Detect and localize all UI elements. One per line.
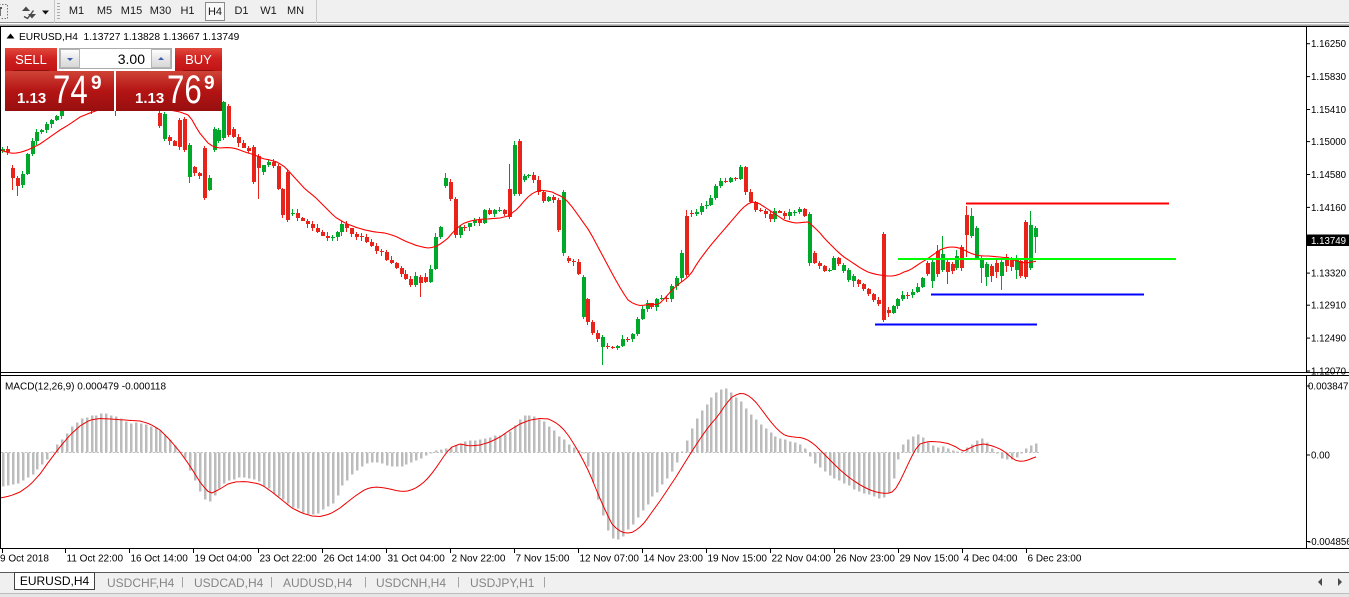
svg-text:26 Nov 23:00: 26 Nov 23:00 bbox=[836, 554, 896, 565]
svg-text:12 Nov 07:00: 12 Nov 07:00 bbox=[580, 554, 640, 565]
svg-text:0.00: 0.00 bbox=[1311, 451, 1330, 462]
svg-text:6 Dec 23:00: 6 Dec 23:00 bbox=[1028, 554, 1082, 565]
svg-text:31 Oct 04:00: 31 Oct 04:00 bbox=[388, 554, 446, 565]
svg-text:1.15000: 1.15000 bbox=[1311, 137, 1347, 148]
svg-text:4 Dec 04:00: 4 Dec 04:00 bbox=[964, 554, 1018, 565]
svg-text:19 Nov 15:00: 19 Nov 15:00 bbox=[708, 554, 768, 565]
svg-text:1.12910: 1.12910 bbox=[1311, 301, 1347, 312]
svg-text:1.16250: 1.16250 bbox=[1311, 39, 1347, 50]
svg-text:29 Nov 15:00: 29 Nov 15:00 bbox=[900, 554, 960, 565]
svg-text:1.14160: 1.14160 bbox=[1311, 203, 1347, 214]
svg-text:9 Oct 2018: 9 Oct 2018 bbox=[0, 554, 49, 565]
svg-text:1.15410: 1.15410 bbox=[1311, 105, 1347, 116]
svg-text:0.003847: 0.003847 bbox=[1308, 382, 1348, 393]
svg-text:19 Oct 04:00: 19 Oct 04:00 bbox=[195, 554, 253, 565]
svg-text:11 Oct 22:00: 11 Oct 22:00 bbox=[67, 554, 124, 565]
svg-text:7 Nov 15:00: 7 Nov 15:00 bbox=[516, 554, 570, 565]
svg-text:1.15830: 1.15830 bbox=[1311, 72, 1347, 83]
svg-text:1.13749: 1.13749 bbox=[1311, 236, 1346, 247]
svg-text:1.13320: 1.13320 bbox=[1311, 269, 1347, 280]
svg-text:-0.004856: -0.004856 bbox=[1308, 537, 1349, 548]
svg-text:26 Oct 14:00: 26 Oct 14:00 bbox=[324, 554, 382, 565]
svg-text:16 Oct 14:00: 16 Oct 14:00 bbox=[131, 554, 189, 565]
svg-text:2 Nov 22:00: 2 Nov 22:00 bbox=[452, 554, 506, 565]
svg-text:1.12490: 1.12490 bbox=[1311, 334, 1347, 345]
svg-text:EURUSD,H4 1.13727 1.13828 1.1: EURUSD,H4 1.13727 1.13828 1.13667 1.1374… bbox=[19, 32, 240, 43]
svg-text:1.14580: 1.14580 bbox=[1311, 170, 1347, 181]
svg-text:1.12070: 1.12070 bbox=[1311, 367, 1347, 378]
svg-text:23 Oct 22:00: 23 Oct 22:00 bbox=[260, 554, 318, 565]
svg-text:MACD(12,26,9) 0.000479 -0.0001: MACD(12,26,9) 0.000479 -0.000118 bbox=[5, 382, 166, 393]
svg-text:22 Nov 04:00: 22 Nov 04:00 bbox=[772, 554, 832, 565]
svg-text:14 Nov 23:00: 14 Nov 23:00 bbox=[644, 554, 704, 565]
